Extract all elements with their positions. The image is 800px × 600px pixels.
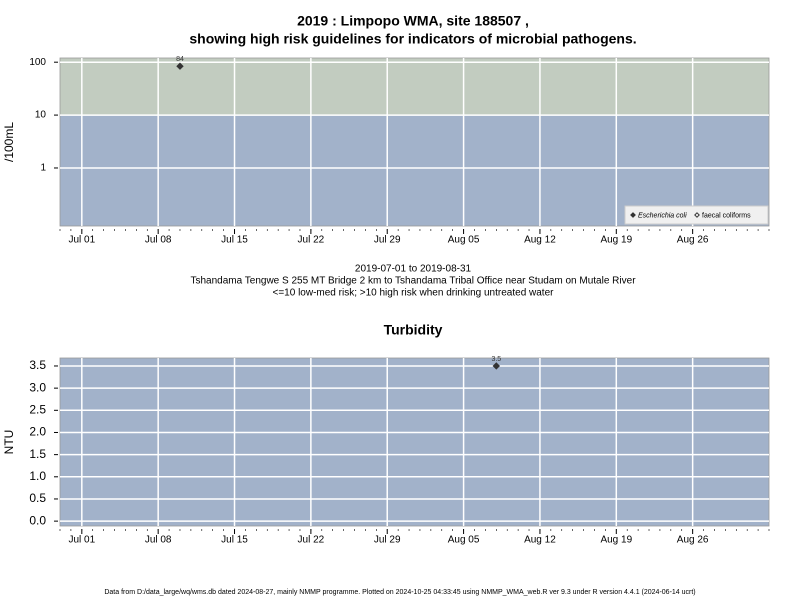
y-axis-title: NTU (2, 430, 16, 455)
chart-title: 2019 : Limpopo WMA, site 188507 , (297, 13, 529, 29)
legend-marker (694, 212, 700, 218)
x-tick-label: Aug 05 (448, 535, 480, 546)
x-tick-label: Jul 29 (374, 235, 401, 246)
x-tick-label: Jul 29 (374, 535, 401, 546)
x-tick-label: Jul 15 (221, 235, 248, 246)
x-tick-label: Jul 08 (145, 535, 172, 546)
x-tick-label: Jul 15 (221, 535, 248, 546)
y-tick-label: 1.0 (29, 469, 46, 483)
y-tick-label: 1 (40, 163, 46, 174)
plot-background (60, 358, 769, 526)
y-tick-label: 2.0 (29, 425, 46, 439)
y-tick-label: 1.5 (29, 447, 46, 461)
data-label: 3.5 (491, 356, 501, 363)
note: 2019-07-01 to 2019-08-31 (355, 264, 472, 275)
chart-title: showing high risk guidelines for indicat… (189, 31, 636, 47)
note: <=10 low-med risk; >10 high risk when dr… (273, 288, 555, 299)
y-tick-label: 100 (29, 57, 46, 68)
x-tick-label: Aug 05 (448, 235, 480, 246)
high-risk-band (60, 58, 769, 116)
x-tick-label: Aug 12 (524, 235, 556, 246)
y-axis-title: /100mL (2, 122, 16, 162)
x-tick-label: Jul 01 (68, 535, 95, 546)
x-tick-label: Aug 12 (524, 535, 556, 546)
y-tick-label: 2.5 (29, 402, 46, 416)
chart-title: Turbidity (384, 322, 443, 338)
x-tick-label: Jul 08 (145, 235, 172, 246)
x-tick-label: Aug 19 (600, 235, 632, 246)
y-tick-label: 0.0 (29, 513, 46, 527)
y-tick-label: 3.0 (29, 380, 46, 394)
y-tick-label: 10 (35, 110, 47, 121)
x-tick-label: Jul 01 (68, 235, 95, 246)
x-tick-label: Jul 22 (298, 535, 325, 546)
legend-label: faecal coliforms (702, 212, 751, 219)
plot-frame (59, 357, 770, 527)
y-tick-label: 0.5 (29, 491, 46, 505)
legend-box (624, 205, 769, 225)
plot-frame (59, 57, 770, 227)
data-label: 84 (176, 56, 184, 63)
footer: Data from D:/data_large/wq/wms.db dated … (104, 589, 695, 596)
note: Tshandama Tengwe S 255 MT Bridge 2 km to… (190, 276, 636, 287)
x-tick-label: Aug 26 (677, 235, 709, 246)
data-point (176, 62, 184, 70)
y-tick-label: 3.5 (29, 358, 46, 372)
x-tick-label: Jul 22 (298, 235, 325, 246)
x-tick-label: Aug 26 (677, 535, 709, 546)
data-point (492, 362, 501, 370)
legend-label: Escherichia coli (638, 212, 687, 219)
x-tick-label: Aug 19 (600, 535, 632, 546)
legend-marker (630, 212, 636, 218)
